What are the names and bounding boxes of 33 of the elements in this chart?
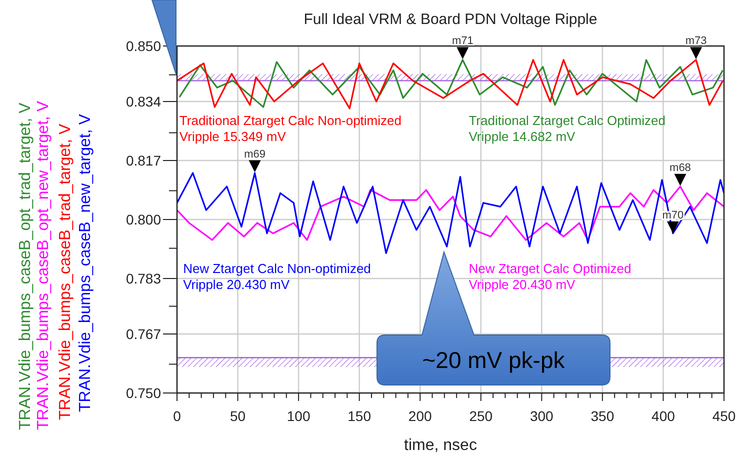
chart-title: Full Ideal VRM & Board PDN Voltage Ripple xyxy=(304,11,598,28)
annotation: Vripple 20.430 mV xyxy=(183,276,290,292)
annotation: m69 xyxy=(244,148,266,160)
x-tick-label: 100 xyxy=(286,408,310,424)
annotation: Vripple 20.430 mV xyxy=(468,276,576,292)
x-tick-label: 300 xyxy=(530,408,554,424)
annotation: m71 xyxy=(452,35,474,48)
y-tick-label: 0.767 xyxy=(126,326,162,342)
annotation: m68 xyxy=(670,162,691,174)
y-axis-title: TRAN.Vdie_bumps_caseB_opt_trad_target, V TRAN.Vdie_bumps_caseB_opt_new_target, V TRAN.Vdie_bumps_caseB_trad_target, V TRAN.Vdie_bumps_caseB_new_target, V xyxy=(17,100,94,430)
annotation: ~20 mV pk-pk xyxy=(422,347,566,373)
series-label: Traditional Ztarget Calc Optimized xyxy=(468,113,666,128)
x-tick-label: 0 xyxy=(173,408,182,424)
x-axis-title: time, nsec xyxy=(404,437,477,454)
x-tick-label: 150 xyxy=(348,408,372,424)
x-tick-label: 50 xyxy=(230,408,246,424)
annotation: m73 xyxy=(685,35,707,48)
x-tick-label: 250 xyxy=(469,408,493,424)
y-tick-label: 0.850 xyxy=(126,38,162,54)
y-tick-label: 0.750 xyxy=(126,385,162,401)
x-tick-label: 350 xyxy=(590,408,614,424)
text: New Ztarget Calc Optimized xyxy=(468,260,632,276)
y-tick-label: 0.817 xyxy=(126,152,162,169)
x-tick-label: 200 xyxy=(408,408,432,424)
y-tick-label: 0.783 xyxy=(126,270,162,286)
x-tick-label: 450 xyxy=(712,408,736,424)
annotation: Vripple 14.682 mV xyxy=(468,129,576,144)
y-tick-label: 0.834 xyxy=(126,94,162,110)
series-label: Traditional Ztarget Calc Non-optimized xyxy=(179,113,402,128)
x-tick-label: 400 xyxy=(652,408,676,424)
annotation: Vripple 15.349 mV xyxy=(179,129,286,144)
y-tick-label: 0.800 xyxy=(126,212,162,228)
series-label: New Ztarget Calc Non-optimized xyxy=(183,260,371,276)
